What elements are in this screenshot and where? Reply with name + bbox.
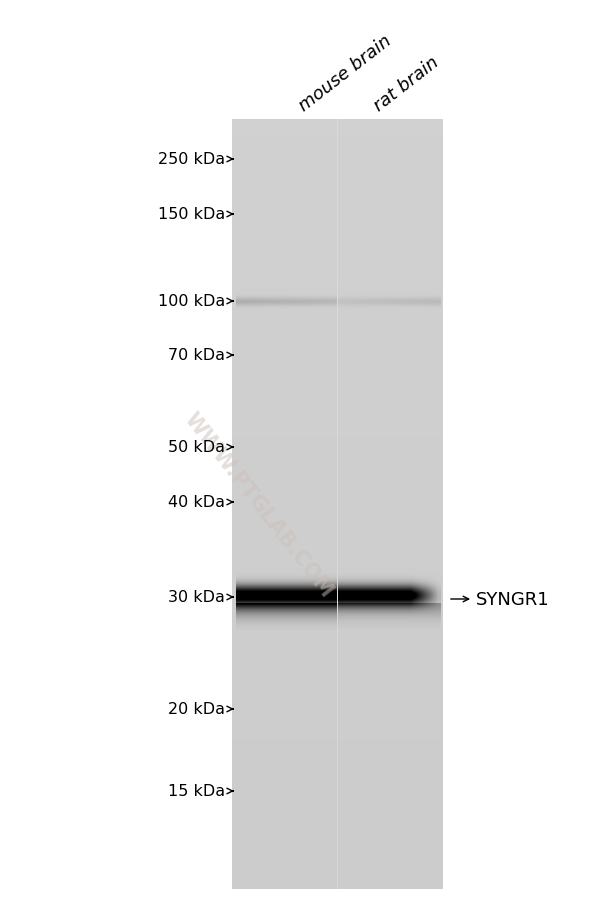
- Text: 30 kDa: 30 kDa: [168, 590, 225, 605]
- Text: 250 kDa: 250 kDa: [158, 152, 225, 167]
- Text: 150 kDa: 150 kDa: [158, 207, 225, 222]
- Text: SYNGR1: SYNGR1: [476, 590, 550, 608]
- Text: 50 kDa: 50 kDa: [168, 440, 225, 455]
- Text: 15 kDa: 15 kDa: [168, 784, 225, 798]
- Text: mouse brain: mouse brain: [295, 32, 395, 115]
- Text: rat brain: rat brain: [370, 53, 442, 115]
- Text: 100 kDa: 100 kDa: [158, 294, 225, 309]
- Text: 20 kDa: 20 kDa: [168, 702, 225, 717]
- Text: 70 kDa: 70 kDa: [168, 348, 225, 364]
- Text: WWW.PTGLAB.COM: WWW.PTGLAB.COM: [180, 409, 336, 602]
- Text: 40 kDa: 40 kDa: [168, 495, 225, 510]
